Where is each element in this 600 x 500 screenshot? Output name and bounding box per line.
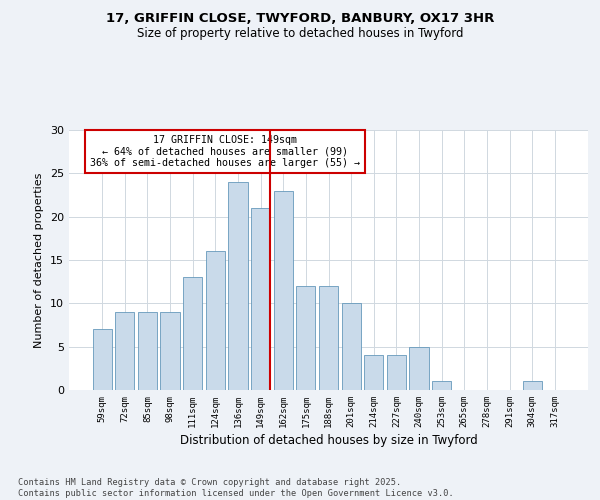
Bar [409, 346, 428, 390]
Bar [274, 190, 293, 390]
Text: 17, GRIFFIN CLOSE, TWYFORD, BANBURY, OX17 3HR: 17, GRIFFIN CLOSE, TWYFORD, BANBURY, OX1… [106, 12, 494, 26]
Y-axis label: Number of detached properties: Number of detached properties [34, 172, 44, 348]
Bar [319, 286, 338, 390]
Bar [115, 312, 134, 390]
X-axis label: Distribution of detached houses by size in Twyford: Distribution of detached houses by size … [179, 434, 478, 447]
Bar [229, 182, 248, 390]
Text: 17 GRIFFIN CLOSE: 149sqm
← 64% of detached houses are smaller (99)
36% of semi-d: 17 GRIFFIN CLOSE: 149sqm ← 64% of detach… [90, 135, 360, 168]
Bar [138, 312, 157, 390]
Bar [92, 330, 112, 390]
Bar [206, 252, 225, 390]
Text: Size of property relative to detached houses in Twyford: Size of property relative to detached ho… [137, 28, 463, 40]
Bar [432, 382, 451, 390]
Bar [183, 278, 202, 390]
Bar [364, 356, 383, 390]
Bar [387, 356, 406, 390]
Text: Contains HM Land Registry data © Crown copyright and database right 2025.
Contai: Contains HM Land Registry data © Crown c… [18, 478, 454, 498]
Bar [341, 304, 361, 390]
Bar [523, 382, 542, 390]
Bar [251, 208, 270, 390]
Bar [160, 312, 180, 390]
Bar [296, 286, 316, 390]
